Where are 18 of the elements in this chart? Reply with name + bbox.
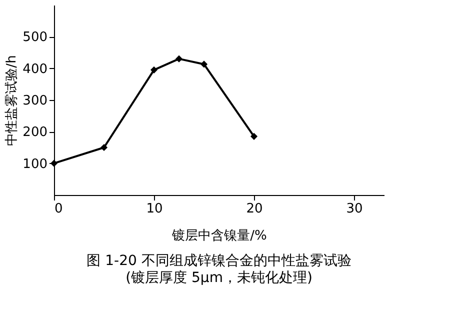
point <box>175 55 183 62</box>
y-axis-title: 中性盐雾试验/h <box>4 55 20 146</box>
x-tick-label: 20 <box>246 202 263 216</box>
y-tick-label: 500 <box>22 30 48 46</box>
point <box>200 60 208 68</box>
y-tick-label: 400 <box>22 62 48 77</box>
y-tick-label: 300 <box>22 94 48 108</box>
x-tick-label: 10 <box>146 202 163 216</box>
x-tick-label: 0 <box>54 202 63 216</box>
point <box>100 144 108 152</box>
text: (镀层厚度 5μm，未钝化处理) <box>126 270 312 286</box>
x-axis-title: 镀层中含镍量/% <box>171 228 267 244</box>
point <box>150 66 158 74</box>
text: 图 1-20 不同组成锌镍合金的中性盐雾试验 <box>86 253 352 269</box>
y-tick-label: 200 <box>22 125 48 140</box>
point <box>250 132 258 140</box>
y-tick-label: 100 <box>22 156 48 172</box>
x-tick-label: 30 <box>346 202 363 216</box>
